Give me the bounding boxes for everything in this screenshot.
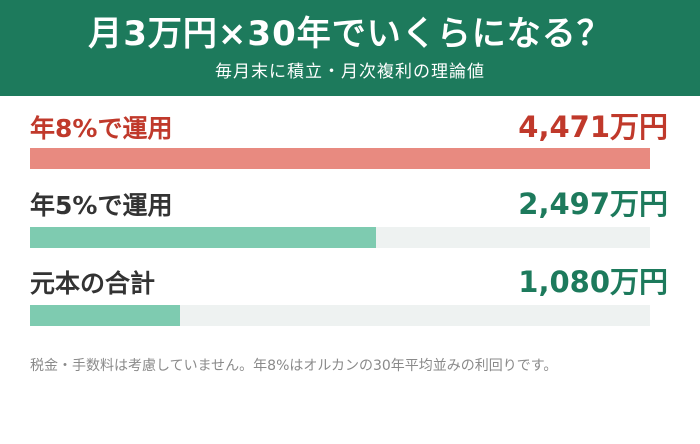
bar-track-8pct — [30, 148, 650, 169]
row-label-8pct: 年8%で運用 — [30, 114, 173, 143]
bar-track-5pct — [30, 227, 650, 248]
bar-fill-8pct — [30, 148, 650, 169]
row-label-principal: 元本の合計 — [30, 269, 156, 298]
row-label-5pct: 年5%で運用 — [30, 191, 173, 220]
row-value-5pct: 2,497万円 — [518, 187, 668, 221]
row-value-principal: 1,080万円 — [518, 265, 668, 299]
row-value-8pct: 4,471万円 — [518, 110, 668, 144]
bar-fill-5pct — [30, 227, 377, 248]
footnote: 税金・手数料は考慮していません。年8%はオルカンの30年平均並みの利回りです。 — [30, 358, 558, 374]
header-banner: 月3万円×30年でいくらになる？ 毎月末に積立・月次複利の理論値 — [0, 0, 700, 96]
bar-fill-principal — [30, 305, 180, 326]
bar-track-principal — [30, 305, 650, 326]
page-subtitle: 毎月末に積立・月次複利の理論値 — [215, 62, 485, 82]
page-title: 月3万円×30年でいくらになる？ — [88, 14, 612, 54]
